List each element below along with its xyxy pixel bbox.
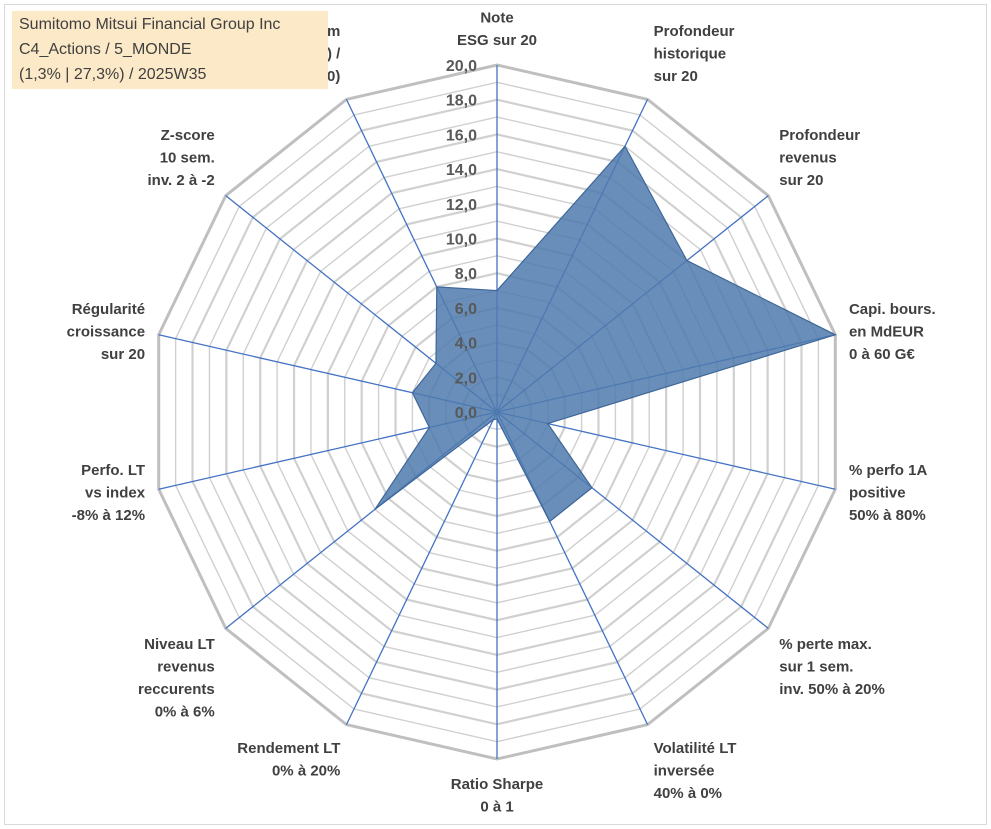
chart-frame xyxy=(4,4,987,825)
radar-series xyxy=(374,145,837,523)
tick-label: 20,0 xyxy=(446,58,477,75)
tick-label: 14,0 xyxy=(446,162,477,179)
radial-tick-labels: 0,0 2,0 4,0 6,0 8,0 10,0 12,0 14,0 16,0 18,0 20,0 xyxy=(446,58,477,422)
axis-spoke xyxy=(496,411,836,490)
tick-label: 8,0 xyxy=(455,266,477,283)
tick-label: 0,0 xyxy=(455,405,477,422)
axis-label: Niveau LT revenus reccurents 0% à 6% xyxy=(138,636,215,721)
axis-label: % perfo 1A positive 50% à 80% xyxy=(849,462,928,524)
title-box: Sumitomo Mitsui Financial Group Inc C4_A… xyxy=(12,11,328,89)
axis-label: Régularité croissance sur 20 xyxy=(67,301,145,363)
tick-label: 6,0 xyxy=(455,301,477,318)
tick-label: 16,0 xyxy=(446,127,477,144)
axis-label: Profondeur historique sur 20 xyxy=(654,23,735,85)
axis-label: Perfo. LT vs index -8% à 12% xyxy=(72,462,146,524)
axis-label: Volatilité LT inversée 40% à 0% xyxy=(654,740,737,802)
axis-label: Note ESG sur 20 xyxy=(457,10,537,50)
tick-label: 2,0 xyxy=(455,370,477,387)
axis-label: Profondeur revenus sur 20 xyxy=(779,127,860,189)
tick-label: 12,0 xyxy=(446,197,477,214)
axis-label: Ratio Sharpe 0 à 1 xyxy=(451,776,544,816)
axis-label: % perte max. sur 1 sem. inv. 50% à 20% xyxy=(779,636,885,698)
title-company: Sumitomo Mitsui Financial Group Inc xyxy=(19,16,281,33)
axis-label: Rendement LT 0% à 20% xyxy=(237,740,340,780)
series-area xyxy=(374,145,837,523)
title-period: (1,3% | 27,3%) / 2025W35 xyxy=(19,66,207,83)
tick-label: 4,0 xyxy=(455,336,477,353)
title-category: C4_Actions / 5_MONDE xyxy=(19,41,192,58)
axis-spoke xyxy=(345,411,498,725)
tick-label: 10,0 xyxy=(446,232,477,249)
axis-label: Z-score 10 sem. inv. 2 à -2 xyxy=(147,127,214,189)
axis-label: Capi. bours. en MdEUR 0 à 60 G€ xyxy=(849,301,936,363)
tick-label: 18,0 xyxy=(446,93,477,110)
